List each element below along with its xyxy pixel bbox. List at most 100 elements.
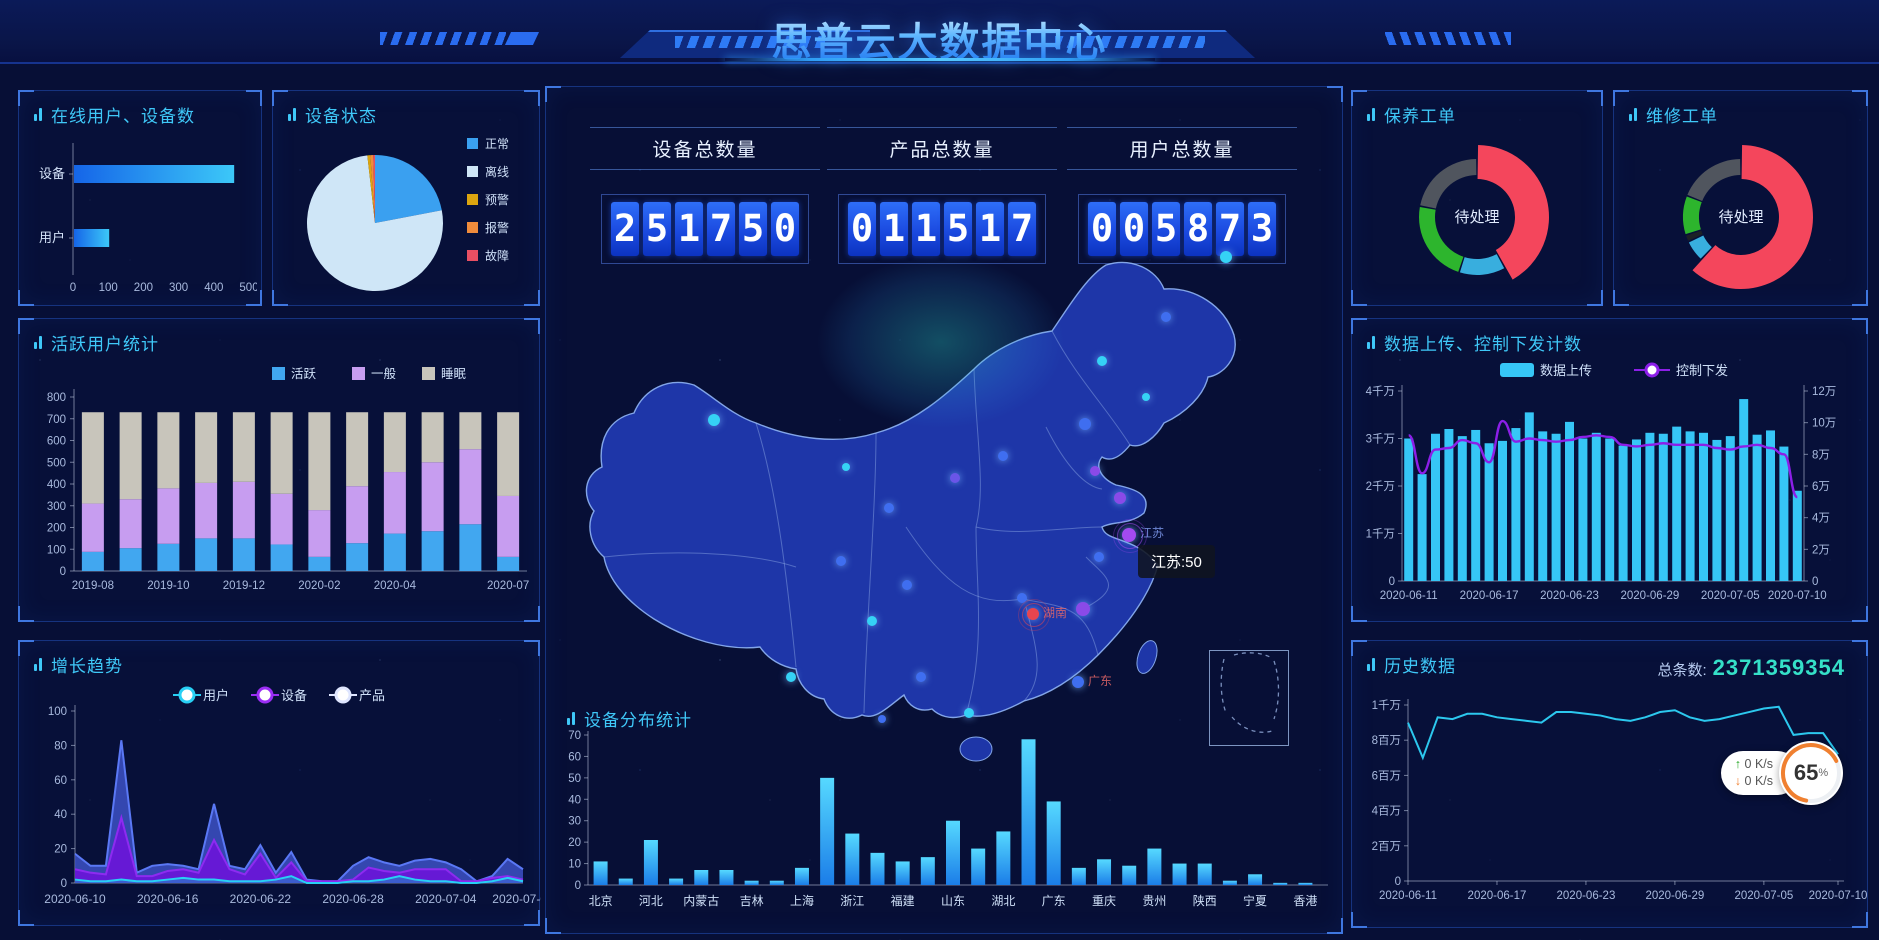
svg-text:8百万: 8百万 [1372, 735, 1401, 747]
history-total-value: 2371359354 [1712, 655, 1845, 680]
header-bar: 思普云大数据中心 [0, 0, 1879, 65]
panel-title: 数据上传、控制下发计数 [1352, 319, 1867, 355]
svg-text:福建: 福建 [891, 893, 915, 908]
svg-text:控制下发: 控制下发 [1676, 363, 1728, 378]
svg-text:用户: 用户 [203, 688, 229, 703]
svg-text:故障: 故障 [485, 248, 509, 263]
svg-text:70: 70 [568, 730, 581, 742]
svg-text:2万: 2万 [1812, 544, 1830, 556]
panel-title: 增长趋势 [19, 641, 539, 677]
svg-text:6百万: 6百万 [1372, 770, 1401, 782]
counter-digit: 1 [675, 202, 703, 256]
counter-digit: 8 [1184, 202, 1212, 256]
svg-text:2020-06-17: 2020-06-17 [1460, 590, 1519, 602]
svg-text:2020-06-10: 2020-06-10 [44, 892, 106, 906]
svg-text:贵州: 贵州 [1142, 894, 1166, 908]
panel-title: 在线用户、设备数 [19, 91, 261, 127]
growth-trend-area-chart[interactable]: 用户 设备 产品 0 20 40 60 80 100 2020-06-10 2020-06-16 20… [19, 679, 541, 923]
map-tooltip: 江苏:50 [1138, 545, 1215, 578]
svg-text:2020-07: 2020-07 [487, 580, 529, 592]
panel-title-icon [1629, 108, 1637, 121]
svg-text:200: 200 [47, 523, 66, 535]
svg-text:0: 0 [1812, 576, 1818, 588]
svg-text:2020-06-17: 2020-06-17 [1468, 890, 1527, 902]
percent-gauge: 65% [1779, 741, 1843, 805]
svg-text:2020-06-28: 2020-06-28 [322, 892, 384, 906]
svg-text:0: 0 [1389, 576, 1395, 588]
counter-digit: 5 [643, 202, 671, 256]
svg-text:山东: 山东 [941, 894, 965, 908]
svg-text:设备: 设备 [39, 166, 65, 181]
panel-title-icon [1367, 658, 1375, 671]
counter-digit: 1 [976, 202, 1004, 256]
history-line-chart[interactable]: 0 2百万 4百万 6百万 8百万 1千万 2020-06-11 2020-06-17 2020… [1352, 679, 1867, 925]
svg-text:2020-07-04: 2020-07-04 [415, 892, 477, 906]
svg-text:100: 100 [99, 282, 118, 294]
counter-digit: 0 [1088, 202, 1116, 256]
counter-digit: 2 [611, 202, 639, 256]
svg-text:2019-08: 2019-08 [72, 580, 114, 592]
panel-title: 设备状态 [273, 91, 539, 127]
counter-digit: 1 [912, 202, 940, 256]
counter-digit: 5 [944, 202, 972, 256]
svg-text:600: 600 [47, 436, 66, 448]
svg-text:400: 400 [204, 282, 223, 294]
download-arrow-icon: ↓ [1734, 774, 1742, 788]
south-china-sea-inset [1209, 650, 1289, 746]
svg-text:2020-07-10: 2020-07-10 [1768, 590, 1827, 602]
maintenance-donut-chart[interactable]: 待处理 [1352, 121, 1602, 305]
svg-text:用户: 用户 [39, 230, 65, 245]
svg-text:2019-12: 2019-12 [223, 580, 265, 592]
svg-text:离线: 离线 [485, 164, 509, 179]
svg-text:60: 60 [54, 775, 67, 787]
network-speed-widget[interactable]: ↑ 0 K/s ↓ 0 K/s 65% [1720, 741, 1843, 805]
svg-text:12万: 12万 [1812, 386, 1836, 398]
counter-digit: 7 [1216, 202, 1244, 256]
active-users-stacked-chart[interactable]: 活跃 一般 睡眠 0 100 200 300 400 500 600 700 800 2019-08 20… [19, 357, 541, 619]
svg-text:2020-06-22: 2020-06-22 [230, 892, 292, 906]
counter-label: 产品总数量 [827, 127, 1057, 170]
svg-text:待处理: 待处理 [1718, 209, 1763, 226]
svg-text:1千万: 1千万 [1366, 528, 1395, 541]
counter-digit: 7 [707, 202, 735, 256]
svg-text:正常: 正常 [485, 137, 509, 151]
svg-text:700: 700 [47, 414, 66, 426]
panel-online-users-devices: 在线用户、设备数 设备 用户 0 100 200 300 400 500 [18, 90, 262, 306]
svg-text:北京: 北京 [589, 894, 613, 908]
title-wing-right [1005, 30, 1260, 60]
upload-dispatch-chart[interactable]: 数据上传 控制下发 0 1千万 2千万 3千万 4千万 0 2万 4万 6万 8万 10万 12万 2020… [1352, 355, 1867, 621]
repair-donut-chart[interactable]: 待处理 [1616, 121, 1866, 305]
panel-maintenance-orders: 保养工单 待处理 [1351, 90, 1603, 306]
panel-title-icon [1367, 336, 1375, 349]
svg-text:2百万: 2百万 [1372, 841, 1401, 853]
panel-title: 设备分布统计 [552, 695, 692, 731]
svg-text:0: 0 [60, 566, 66, 578]
counter-digit: 0 [771, 202, 799, 256]
svg-text:2020-06-23: 2020-06-23 [1557, 890, 1616, 902]
panel-title: 活跃用户统计 [19, 319, 539, 355]
svg-text:800: 800 [47, 392, 66, 404]
counter-digit: 5 [739, 202, 767, 256]
svg-text:河北: 河北 [639, 894, 663, 908]
svg-text:2020-06-23: 2020-06-23 [1540, 590, 1599, 602]
svg-text:2020-07-05: 2020-07-05 [1701, 590, 1760, 602]
svg-text:6万: 6万 [1812, 481, 1830, 493]
gauge-unit: % [1818, 767, 1829, 779]
svg-text:4百万: 4百万 [1372, 806, 1401, 818]
svg-text:0: 0 [61, 878, 67, 890]
svg-text:2020-07-09: 2020-07-09 [492, 892, 541, 906]
svg-text:0: 0 [1395, 876, 1401, 888]
svg-text:40: 40 [568, 794, 581, 806]
svg-text:50: 50 [568, 773, 581, 785]
gauge-value: 65 [1793, 760, 1819, 785]
svg-text:睡眠: 睡眠 [441, 367, 467, 381]
device-distribution-chart[interactable]: 0 10 20 30 40 50 60 70 北京 河北 内蒙古 吉林 上海 浙江 福建 山东 湖北 广东 重庆 贵州… [552, 725, 1334, 930]
svg-text:10: 10 [568, 859, 581, 871]
svg-text:40: 40 [54, 809, 67, 821]
